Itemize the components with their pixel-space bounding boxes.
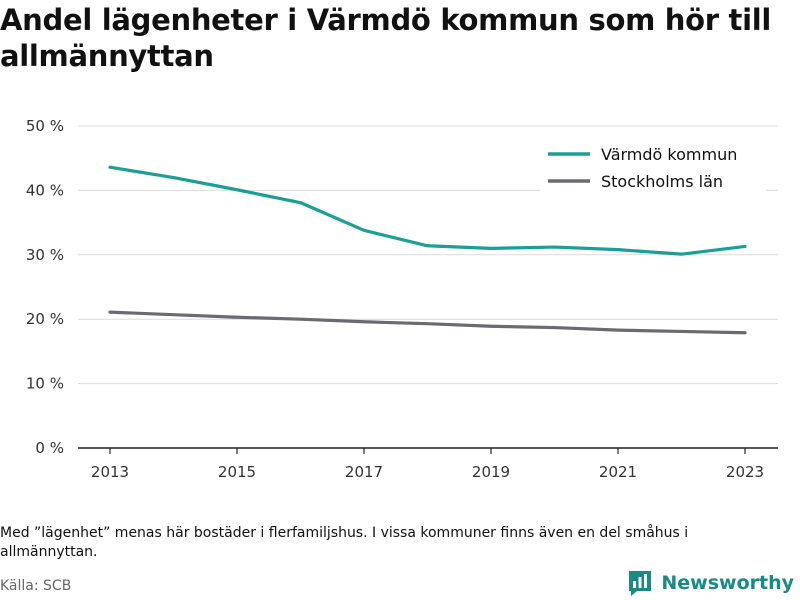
footnote: Med ”lägenhet” menas här bostäder i fler… (0, 525, 689, 560)
chart-title: Andel lägenheter i Värmdö kommun som hör… (0, 3, 772, 73)
brand-logo: Newsworthy (627, 568, 794, 598)
legend-label: Stockholms län (601, 172, 723, 191)
series-lines (108, 165, 747, 335)
legend-background (540, 140, 766, 192)
y-tick-label: 50 % (26, 117, 64, 135)
y-tick-label: 40 % (26, 181, 64, 199)
x-tick-label: 2023 (726, 463, 764, 481)
y-tick-label: 30 % (26, 246, 64, 264)
series-line-2 (108, 310, 747, 335)
x-tick-label: 2019 (472, 463, 510, 481)
x-tick-label: 2015 (218, 463, 256, 481)
y-axis: 0 % 10 % 20 % 30 % 40 % 50 % (26, 117, 64, 457)
legend-label: Värmdö kommun (601, 145, 737, 164)
x-axis: 2013 2015 2017 2019 2021 2023 (78, 447, 778, 481)
x-tick-label: 2013 (91, 463, 129, 481)
source-label: Källa: SCB (0, 578, 72, 594)
legend: Värmdö kommun Stockholms län (540, 140, 766, 192)
x-tick-label: 2017 (345, 463, 383, 481)
bar-chart-logo-icon (629, 571, 652, 596)
y-tick-label: 10 % (26, 375, 64, 393)
x-tick-label: 2021 (599, 463, 637, 481)
y-tick-label: 0 % (35, 439, 64, 457)
brand-name: Newsworthy (661, 572, 794, 594)
y-tick-label: 20 % (26, 310, 64, 328)
series-line-1 (108, 165, 747, 256)
